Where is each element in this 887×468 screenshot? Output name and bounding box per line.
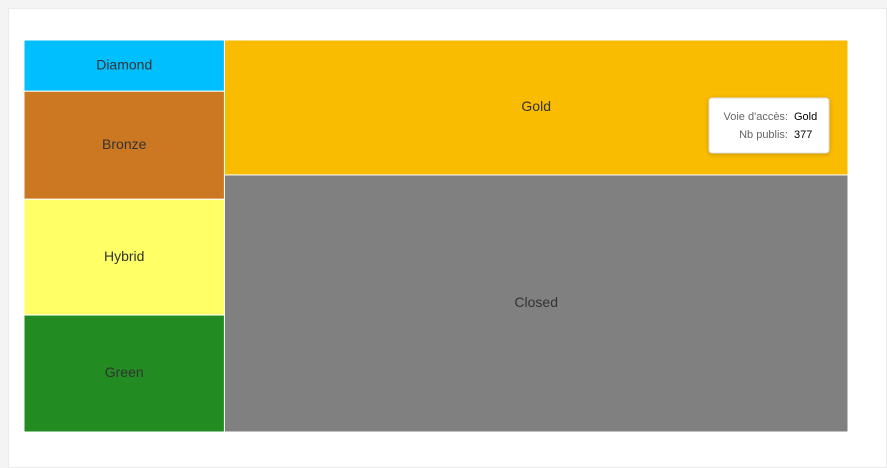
tile[interactable] [223, 174, 849, 433]
tooltip-label: Voie d'accès: [724, 111, 788, 123]
tile-label: Gold [521, 98, 551, 114]
tile-label: Diamond [96, 56, 152, 72]
tooltip-box [708, 97, 830, 154]
tooltip-label: Nb publis: [739, 129, 788, 141]
tile-label: Closed [514, 294, 558, 310]
tile-label: Hybrid [104, 248, 144, 264]
tooltip: Voie d'accès: Gold Nb publis: 377 [708, 97, 830, 154]
tile[interactable] [23, 314, 225, 433]
tooltip-value: Gold [794, 111, 817, 123]
tile[interactable] [23, 198, 225, 316]
tile[interactable] [23, 90, 225, 200]
tile-label: Green [105, 364, 144, 380]
tile-label: Bronze [102, 136, 147, 152]
tile[interactable] [23, 39, 225, 92]
tooltip-value: 377 [794, 129, 812, 141]
